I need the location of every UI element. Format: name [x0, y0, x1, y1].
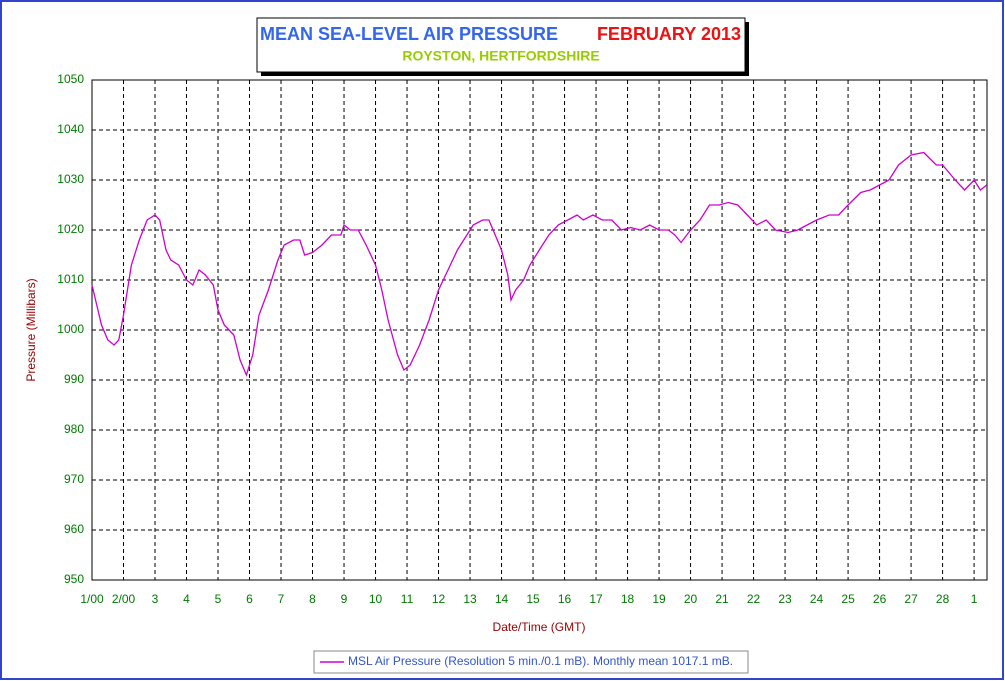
x-tick-label: 17: [589, 592, 603, 606]
y-tick-label: 1010: [57, 272, 84, 286]
x-tick-label: 1: [971, 592, 978, 606]
data-line: [91, 151, 988, 377]
y-tick-label: 980: [64, 422, 84, 436]
chart-subtitle: ROYSTON, HERTFORDSHIRE: [402, 48, 599, 64]
x-tick-label: 2/00: [112, 592, 136, 606]
x-tick-label: 4: [183, 592, 190, 606]
x-tick-label: 14: [495, 592, 509, 606]
legend: [313, 650, 749, 674]
x-tick-label: 26: [873, 592, 887, 606]
y-tick-label: 1040: [57, 122, 84, 136]
x-tick-label: 21: [715, 592, 729, 606]
x-tick-label: 19: [652, 592, 666, 606]
x-tick-label: 20: [684, 592, 698, 606]
plot-border: [91, 79, 988, 581]
x-tick-label: 16: [558, 592, 572, 606]
x-tick-label: 10: [369, 592, 383, 606]
y-tick-label: 960: [64, 522, 84, 536]
y-tick-label: 950: [64, 572, 84, 586]
x-tick-label: 12: [432, 592, 446, 606]
x-tick-label: 5: [215, 592, 222, 606]
chart-title-date: FEBRUARY 2013: [597, 24, 741, 44]
y-tick-label: 990: [64, 372, 84, 386]
x-tick-label: 22: [747, 592, 761, 606]
x-tick-label: 25: [841, 592, 855, 606]
x-tick-label: 13: [463, 592, 477, 606]
x-tick-label: 11: [401, 592, 414, 606]
title-box: [256, 17, 746, 73]
x-tick-label: 1/00: [80, 592, 104, 606]
legend-label: MSL Air Pressure (Resolution 5 min./0.1 …: [348, 654, 733, 668]
x-tick-label: 7: [278, 592, 285, 606]
x-tick-label: 27: [904, 592, 918, 606]
y-tick-label: 1050: [57, 72, 84, 86]
x-tick-label: 24: [810, 592, 824, 606]
y-tick-label: 1030: [57, 172, 84, 186]
chart-title: MEAN SEA-LEVEL AIR PRESSURE: [260, 24, 558, 44]
x-tick-label: 18: [621, 592, 635, 606]
x-tick-label: 28: [936, 592, 950, 606]
x-tick-label: 15: [526, 592, 540, 606]
y-tick-label: 1020: [57, 222, 84, 236]
x-tick-label: 8: [309, 592, 316, 606]
y-axis-label: Pressure (Millibars): [24, 278, 38, 381]
x-tick-label: 3: [152, 592, 159, 606]
x-tick-label: 9: [341, 592, 348, 606]
x-axis-label: Date/Time (GMT): [493, 620, 586, 634]
y-tick-label: 970: [64, 472, 84, 486]
y-tick-label: 1000: [57, 322, 84, 336]
x-tick-label: 6: [246, 592, 253, 606]
x-tick-label: 23: [778, 592, 792, 606]
